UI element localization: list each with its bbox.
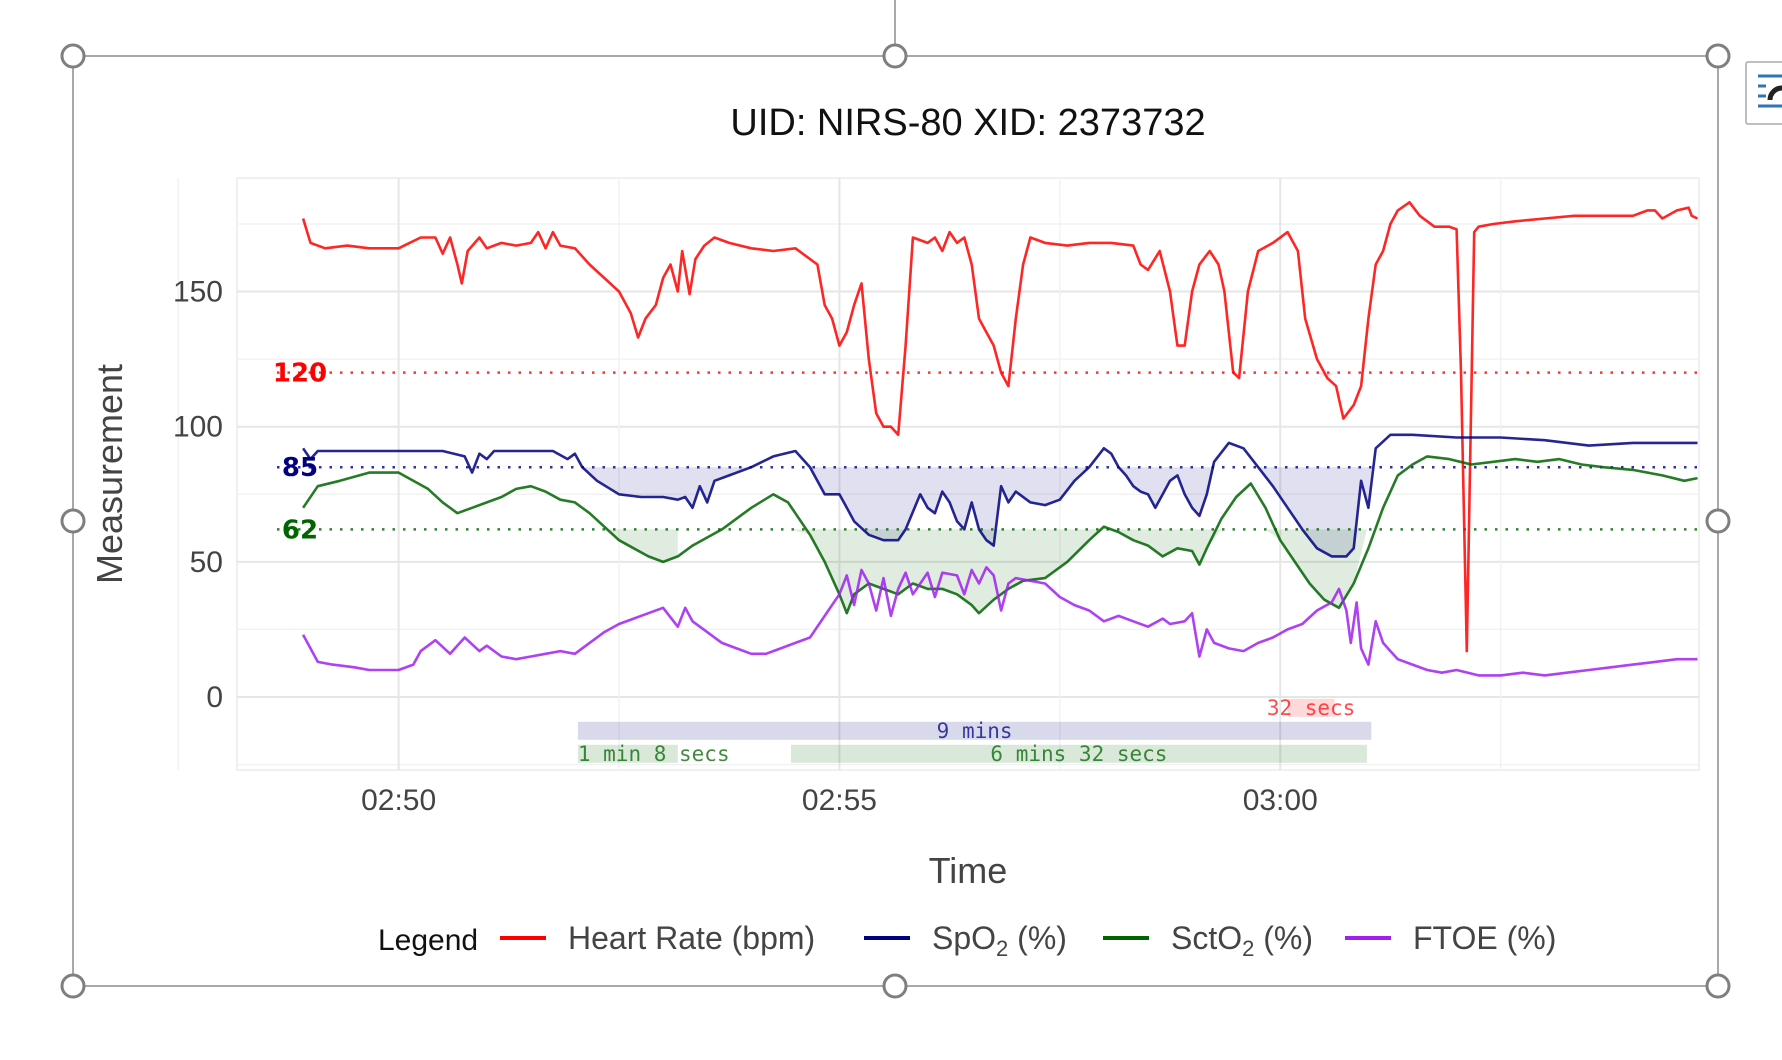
series-line bbox=[301, 201, 1699, 653]
rotate-handle-top[interactable] bbox=[882, 43, 908, 69]
resize-handles[interactable] bbox=[60, 43, 1731, 999]
threshold-label: 62 bbox=[282, 515, 318, 545]
below-threshold-duration-label: 6 mins 32 secs bbox=[990, 742, 1167, 766]
below-threshold-duration-label: 9 mins bbox=[937, 719, 1013, 743]
series-lines bbox=[301, 201, 1699, 677]
resize-handle-left[interactable] bbox=[60, 508, 86, 534]
resize-handle-right[interactable] bbox=[1705, 508, 1731, 534]
legend-item-label: SctO2 (%) bbox=[1171, 920, 1313, 961]
threshold-label: 85 bbox=[282, 453, 318, 483]
legend-item-label: SpO2 (%) bbox=[932, 920, 1067, 961]
x-tick-label: 02:55 bbox=[802, 784, 877, 817]
layout-options-button[interactable] bbox=[1745, 61, 1782, 125]
y-tick-label: 0 bbox=[206, 681, 223, 714]
threshold-labels: 120 85 62 bbox=[273, 359, 327, 546]
below-threshold-duration-label: 32 secs bbox=[1267, 696, 1356, 720]
x-tick-label: 02:50 bbox=[361, 784, 436, 817]
below-threshold-bar bbox=[1287, 698, 1335, 717]
threshold-label: 120 bbox=[273, 359, 327, 389]
resize-handle-top-right[interactable] bbox=[1705, 43, 1731, 69]
below-threshold-periods: 32 secs 9 mins 1 min 8 secs 6 mins 32 secs bbox=[577, 696, 1372, 766]
y-tick-label: 100 bbox=[173, 411, 223, 444]
resize-handle-bottom-right[interactable] bbox=[1705, 973, 1731, 999]
x-tick-label: 03:00 bbox=[1243, 784, 1318, 817]
below-threshold-duration-label: 1 min 8 secs bbox=[578, 742, 730, 766]
y-axis-title: Measurement bbox=[89, 364, 130, 584]
y-tick-label: 150 bbox=[173, 276, 223, 309]
legend-item-label: Heart Rate (bpm) bbox=[568, 920, 815, 956]
legend-title: Legend bbox=[378, 924, 478, 957]
legend-item-label: FTOE (%) bbox=[1413, 920, 1556, 956]
grid bbox=[177, 178, 1699, 770]
chart-title: UID: NIRS-80 XID: 2373732 bbox=[730, 102, 1205, 144]
layout-options-box bbox=[1745, 61, 1782, 125]
below-threshold-area bbox=[790, 529, 1367, 614]
below-threshold-bar bbox=[790, 744, 1367, 763]
y-tick-label: 50 bbox=[190, 546, 223, 579]
below-threshold-bar bbox=[577, 744, 678, 763]
series-line bbox=[302, 433, 1698, 558]
resize-handle-top-left[interactable] bbox=[60, 43, 86, 69]
resize-handle-bottom[interactable] bbox=[882, 973, 908, 999]
below-threshold-area bbox=[1287, 372, 1335, 379]
layout-options-icon bbox=[1758, 74, 1782, 108]
below-threshold-area bbox=[577, 529, 678, 562]
resize-handle-bottom-left[interactable] bbox=[60, 973, 86, 999]
series-line bbox=[302, 455, 1698, 615]
series-line bbox=[301, 565, 1698, 677]
x-axis-title: Time bbox=[929, 850, 1008, 891]
below-threshold-bar bbox=[577, 721, 1372, 740]
legend: Legend Heart Rate (bpm) SpO2 (%) SctO2 (%)… bbox=[378, 920, 1556, 961]
axis-ticks: 0 50 100 150 02:50 02:55 03:00 bbox=[173, 276, 1318, 817]
